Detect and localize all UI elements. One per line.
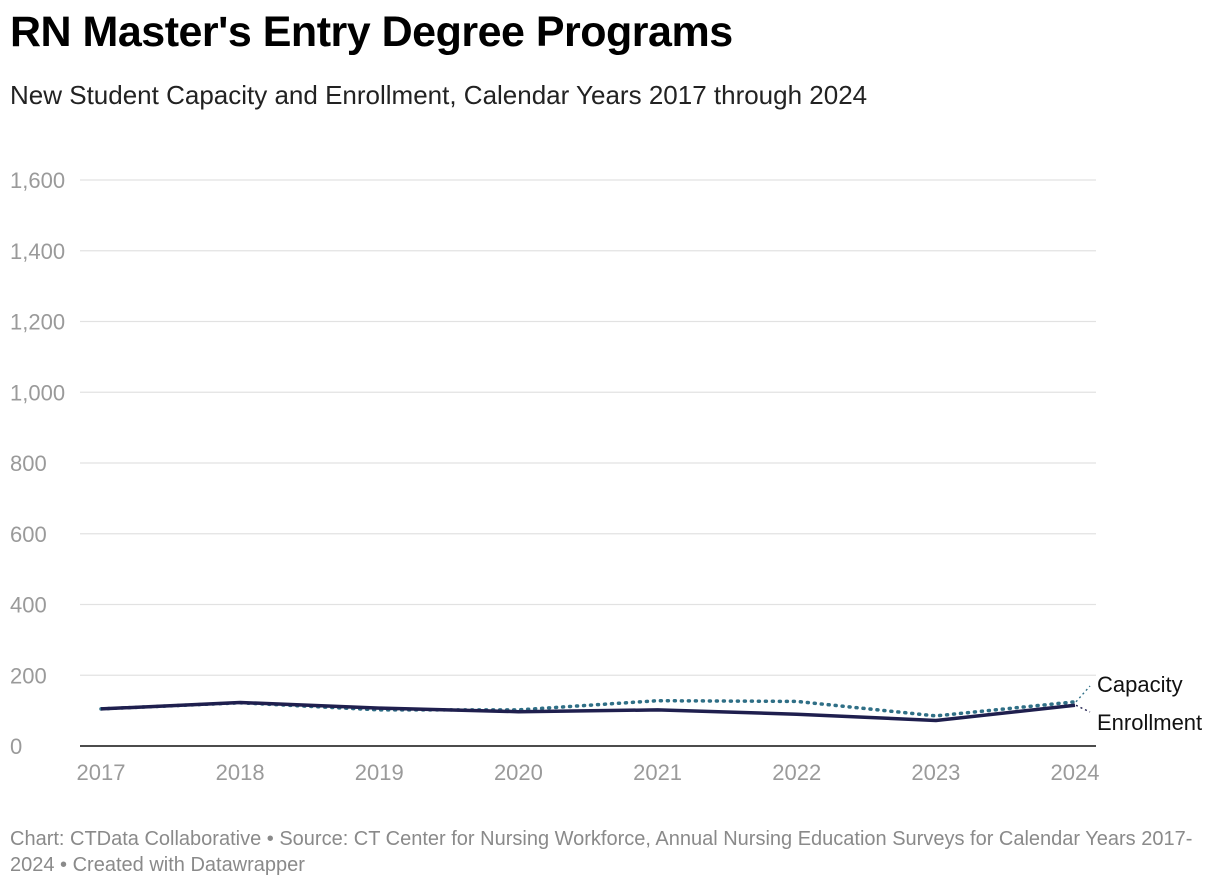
capacity-label: Capacity: [1097, 672, 1183, 697]
enrollment-line: [100, 700, 1076, 723]
y-tick-label: 1,000: [10, 380, 65, 405]
capacity-label-connector: [1075, 685, 1091, 703]
enrollment-label-connector: [1075, 704, 1091, 713]
series-labels: Capacity Enrollment: [1075, 672, 1202, 735]
y-tick-label: 600: [10, 522, 47, 547]
x-axis-ticks: 2017 2018 2019 2020 2021 2022 2023 2024: [77, 760, 1100, 785]
x-tick-label: 2019: [355, 760, 404, 785]
y-tick-label: 0: [10, 734, 22, 759]
chart-footer: Chart: CTData Collaborative • Source: CT…: [10, 828, 1193, 876]
x-tick-label: 2024: [1051, 760, 1100, 785]
enrollment-label: Enrollment: [1097, 710, 1202, 735]
x-tick-label: 2022: [772, 760, 821, 785]
y-tick-label: 1,400: [10, 239, 65, 264]
gridlines: [80, 179, 1096, 747]
y-axis-ticks: 0 200 400 600 800 1,000 1,200 1,400 1,600: [10, 168, 65, 759]
x-tick-label: 2017: [77, 760, 126, 785]
x-tick-label: 2018: [216, 760, 265, 785]
x-tick-label: 2020: [494, 760, 543, 785]
chart-title: RN Master's Entry Degree Programs: [10, 8, 733, 56]
x-tick-label: 2021: [633, 760, 682, 785]
x-tick-label: 2023: [911, 760, 960, 785]
y-tick-label: 800: [10, 451, 47, 476]
y-tick-label: 400: [10, 593, 47, 618]
y-tick-label: 1,200: [10, 310, 65, 335]
series-lines: [99, 698, 1077, 723]
y-tick-label: 1,600: [10, 168, 65, 193]
y-tick-label: 200: [10, 663, 47, 688]
chart-subtitle: New Student Capacity and Enrollment, Cal…: [10, 80, 868, 110]
